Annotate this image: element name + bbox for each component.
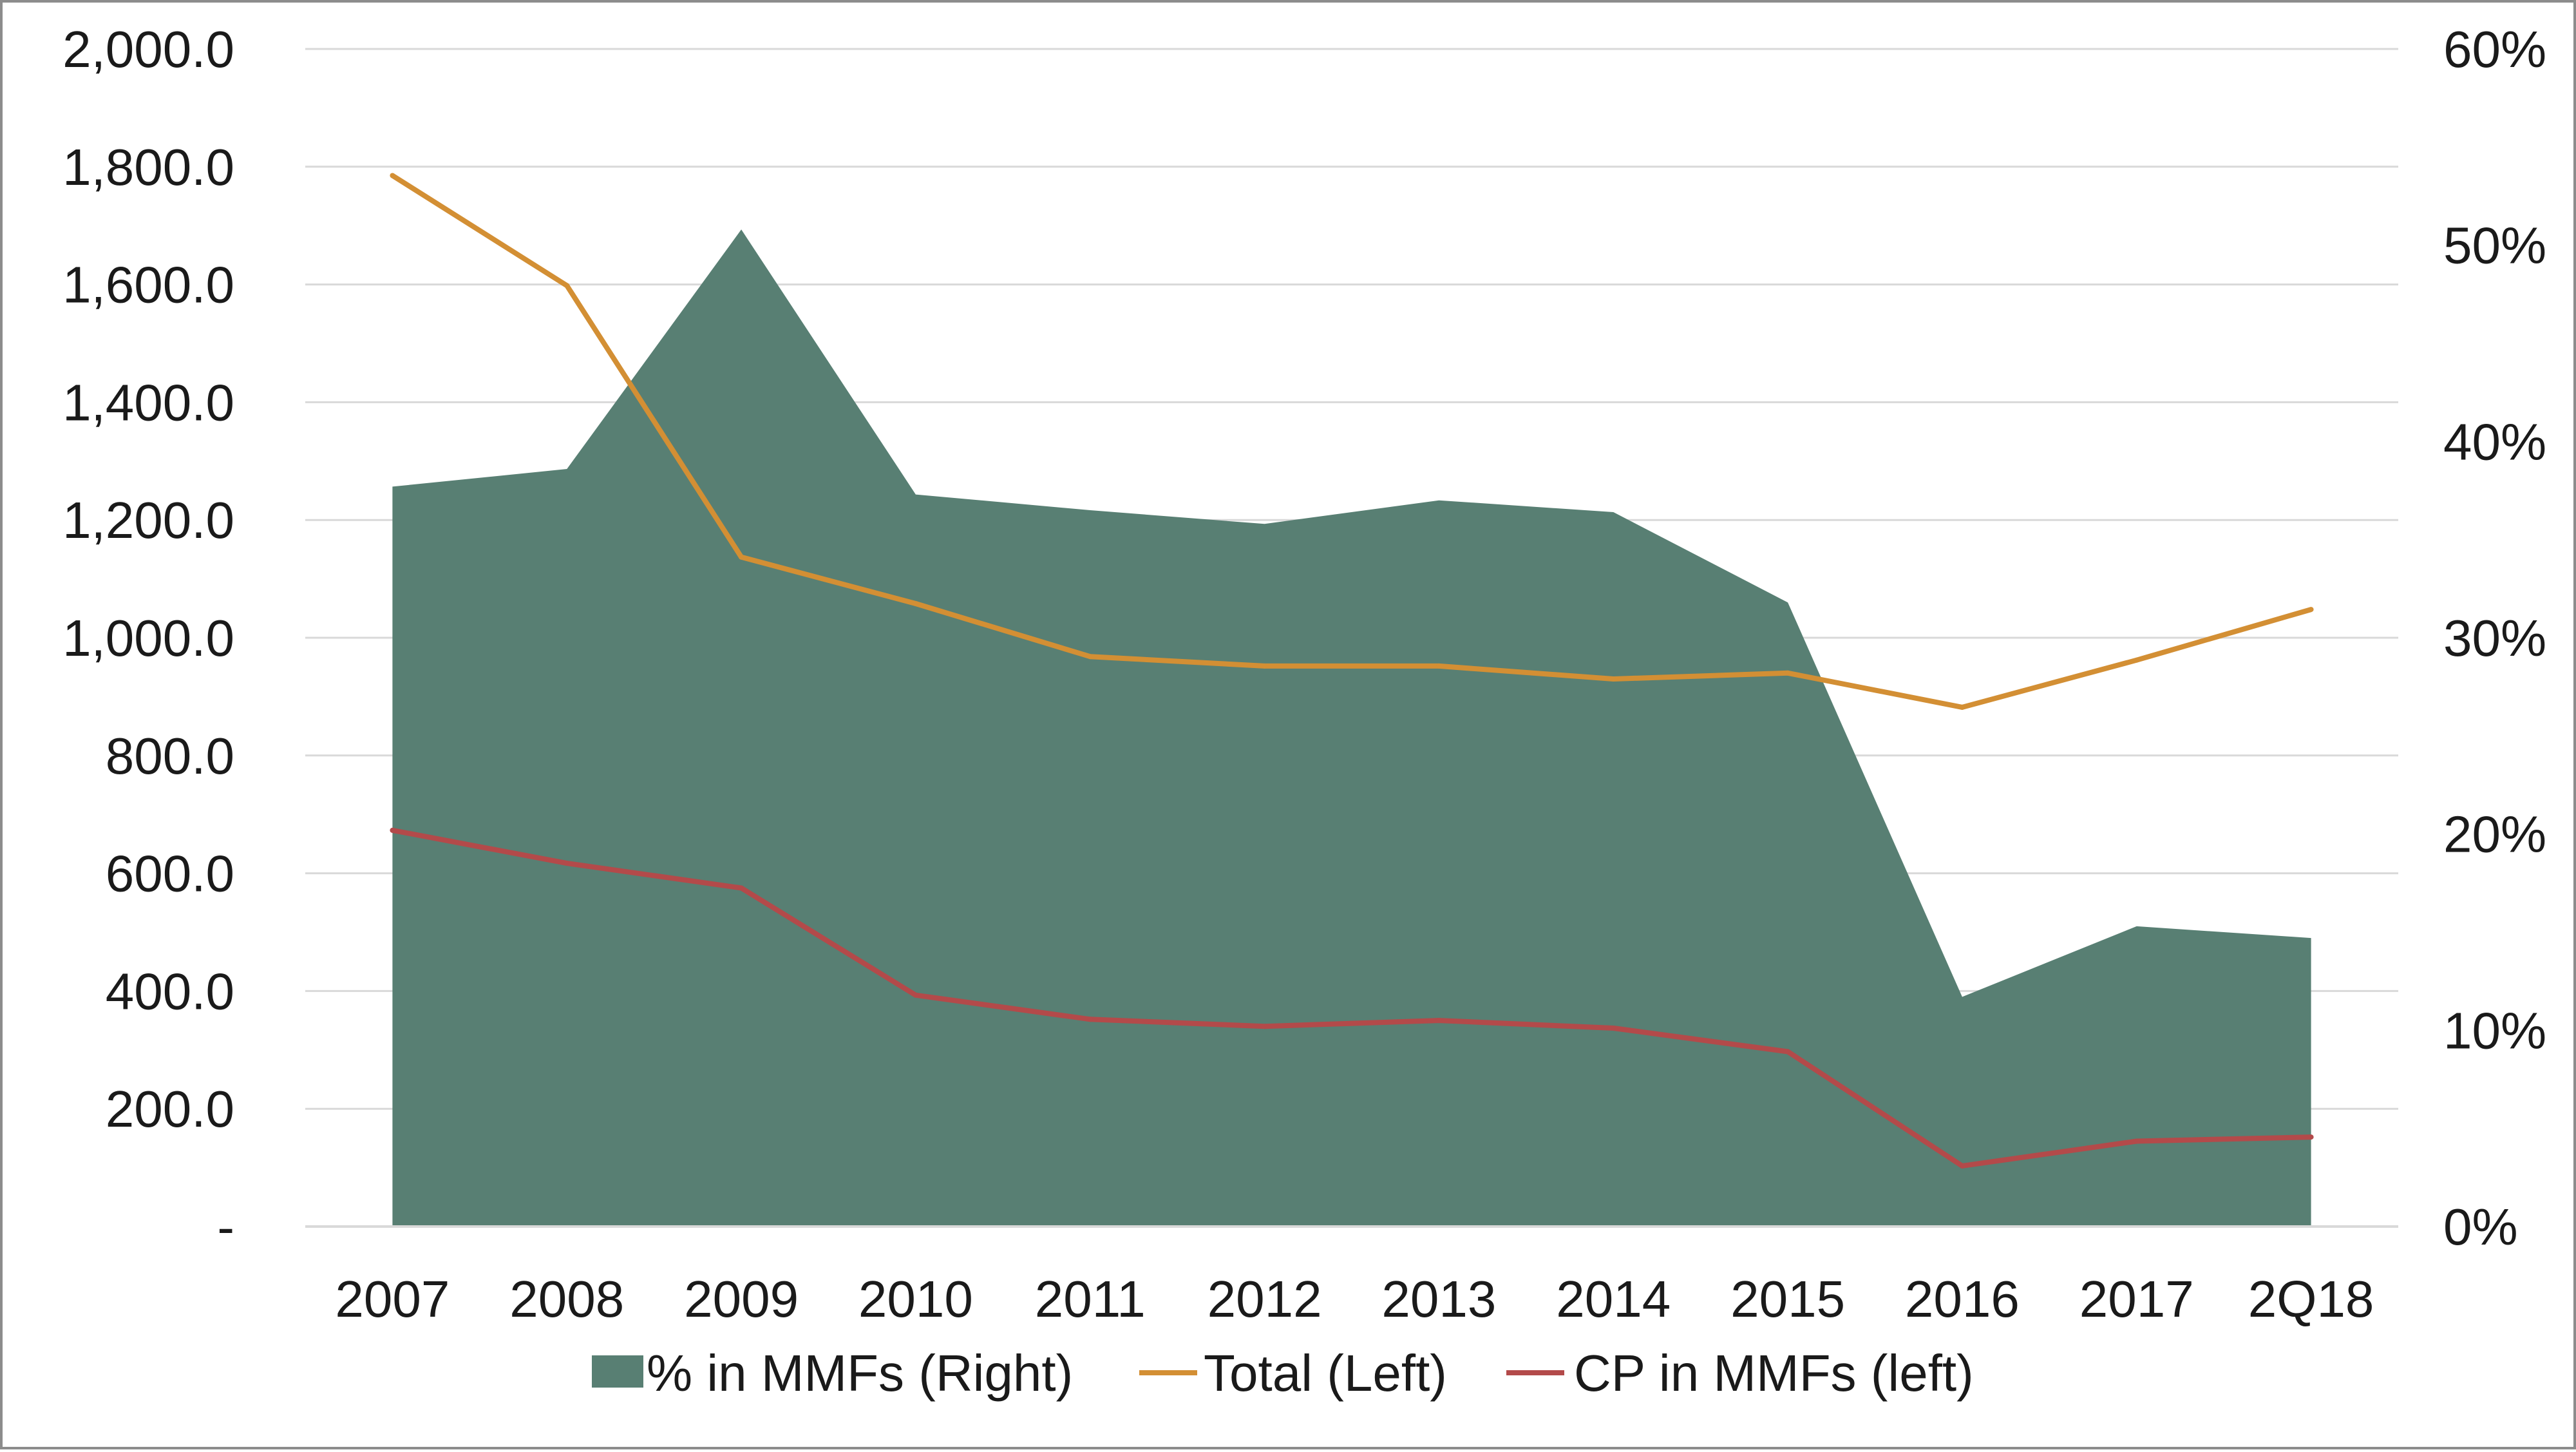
data-point <box>1436 1018 1442 1024</box>
data-point <box>1436 663 1442 669</box>
data-point <box>1262 663 1267 669</box>
x-tick-label: 2017 <box>2079 1270 2194 1328</box>
y-right-tick-label: 10% <box>2443 1002 2546 1059</box>
x-tick-label: 2007 <box>335 1270 450 1328</box>
y-left-tick-label: 2,000.0 <box>62 21 234 78</box>
area-series-mmf-share <box>392 229 2311 1227</box>
data-point <box>1785 670 1791 676</box>
y-right-tick-label: 30% <box>2443 609 2546 667</box>
y-axis-right: 0% 10% 20% 30% 40% 50% 60% <box>2443 21 2546 1256</box>
legend-label: % in MMFs (Right) <box>647 1344 1073 1402</box>
x-tick-label: 2016 <box>1905 1270 2020 1328</box>
chart: - 200.0 400.0 600.0 800.0 1,000.0 1,200.0 1,400… <box>62 21 2546 1402</box>
legend-label: Total (Left) <box>1204 1344 1447 1402</box>
legend-label: CP in MMFs (left) <box>1574 1344 1974 1402</box>
data-point <box>1087 1017 1093 1022</box>
x-tick-label: 2014 <box>1556 1270 1671 1328</box>
x-tick-label: 2008 <box>509 1270 624 1328</box>
data-point <box>2308 607 2314 613</box>
y-left-tick-label: 1,600.0 <box>62 256 234 314</box>
y-left-tick-label: 400.0 <box>106 962 234 1020</box>
y-left-tick-label: 1,000.0 <box>62 609 234 667</box>
data-point <box>1611 1026 1616 1031</box>
x-tick-label: 2013 <box>1381 1270 1496 1328</box>
y-left-tick-label: 1,800.0 <box>62 139 234 196</box>
data-point <box>564 861 570 866</box>
legend-swatch-area <box>592 1355 643 1388</box>
x-tick-label: 2Q18 <box>2248 1270 2374 1328</box>
data-point <box>1262 1024 1267 1029</box>
line-series-cp-in-mmfs <box>392 827 2311 1169</box>
data-point <box>2308 1134 2314 1140</box>
y-left-tick-label: 1,400.0 <box>62 374 234 431</box>
x-tick-label: 2015 <box>1730 1270 1845 1328</box>
x-tick-label: 2011 <box>1035 1270 1146 1328</box>
data-point <box>2134 1138 2139 1144</box>
y-right-tick-label: 50% <box>2443 217 2546 274</box>
area-series <box>392 229 2311 1227</box>
y-right-tick-label: 40% <box>2443 413 2546 470</box>
y-right-tick-label: 0% <box>2443 1198 2518 1256</box>
data-point <box>739 885 744 891</box>
data-point <box>913 992 918 998</box>
data-point <box>739 554 744 560</box>
y-left-tick-label: 1,200.0 <box>62 492 234 549</box>
data-point <box>1959 704 1965 710</box>
x-tick-label: 2010 <box>858 1270 973 1328</box>
x-tick-label: 2012 <box>1208 1270 1322 1328</box>
data-point <box>1959 1163 1965 1169</box>
data-point <box>390 827 395 833</box>
y-axis-left: - 200.0 400.0 600.0 800.0 1,000.0 1,200.0 1,400… <box>62 21 234 1256</box>
data-point <box>2134 657 2139 663</box>
y-left-tick-label: 600.0 <box>106 845 234 903</box>
data-point <box>1611 676 1616 682</box>
line-series <box>390 173 2314 1169</box>
y-left-tick-label: - <box>217 1198 234 1256</box>
x-tick-label: 2009 <box>684 1270 799 1328</box>
y-right-tick-label: 20% <box>2443 806 2546 863</box>
data-point <box>1785 1049 1791 1055</box>
y-left-tick-label: 800.0 <box>106 727 234 785</box>
x-axis: 2007 2008 2009 2010 2011 2012 2013 2014 2015 2016… <box>335 1270 2374 1328</box>
data-point <box>913 601 918 606</box>
legend: % in MMFs (Right) Total (Left) CP in MMFs … <box>592 1344 1974 1402</box>
line-series-total <box>391 173 2312 710</box>
y-right-tick-label: 60% <box>2443 21 2546 78</box>
data-point <box>390 173 395 178</box>
data-point <box>1087 654 1093 660</box>
data-point <box>564 283 570 289</box>
y-left-tick-label: 200.0 <box>106 1080 234 1138</box>
